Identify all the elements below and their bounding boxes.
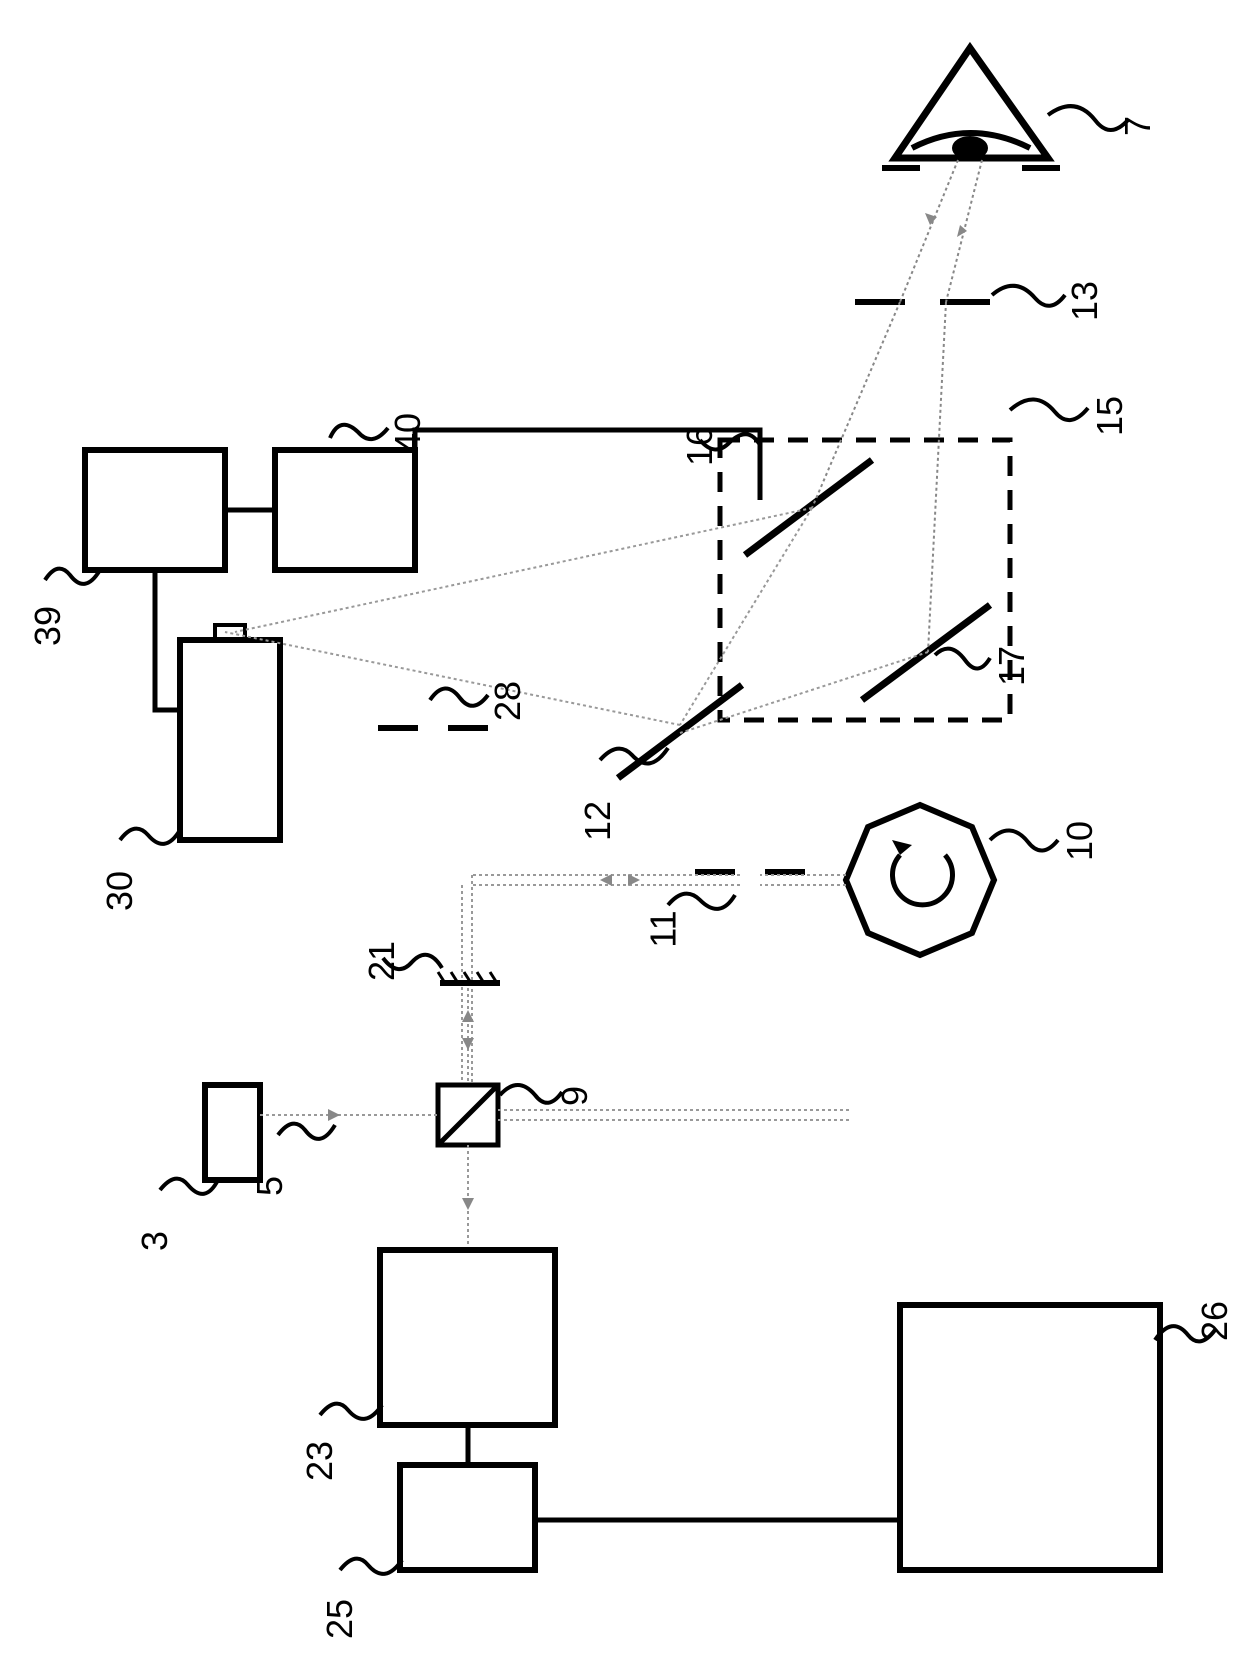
label-7: 7	[1117, 116, 1159, 136]
label-21: 21	[361, 941, 403, 981]
label-40: 40	[387, 413, 429, 453]
label-28: 28	[487, 681, 529, 721]
box-39	[85, 450, 225, 570]
label-39: 39	[27, 606, 69, 646]
label-11: 11	[643, 910, 685, 947]
box-30	[180, 640, 280, 840]
box-23	[380, 1250, 555, 1425]
label-10: 10	[1059, 821, 1101, 861]
label-13: 13	[1064, 281, 1106, 321]
label-5: 5	[249, 1176, 291, 1196]
polygon-scanner	[846, 805, 994, 955]
mirror-12	[618, 685, 742, 778]
beam-eye-path	[812, 160, 982, 652]
label-17: 17	[991, 646, 1033, 686]
beam-source	[260, 1109, 438, 1121]
beam-splitter-9	[438, 1085, 498, 1145]
box-25	[400, 1465, 535, 1570]
label-26: 26	[1194, 1301, 1236, 1341]
dashed-box-15	[720, 440, 1010, 720]
beam-polygon-horiz	[462, 874, 846, 1085]
label-16: 16	[679, 426, 721, 466]
box-26	[900, 1305, 1160, 1570]
label-23: 23	[299, 1441, 341, 1481]
label-15: 15	[1089, 396, 1131, 436]
beam-splitter-23	[462, 1145, 474, 1250]
label-9: 9	[554, 1086, 596, 1106]
reference-mirror-21	[438, 972, 500, 983]
diagram-canvas	[0, 0, 1240, 1670]
source-3	[205, 1085, 260, 1180]
mirror-16	[745, 460, 872, 555]
beam-splitter-polygon	[498, 1110, 850, 1120]
wire-39-30	[155, 570, 180, 710]
box-40	[275, 450, 415, 570]
label-3: 3	[134, 1231, 176, 1251]
label-30: 30	[99, 871, 141, 911]
label-25: 25	[319, 1599, 361, 1639]
label-12: 12	[577, 801, 619, 841]
eye-icon	[882, 48, 1060, 168]
